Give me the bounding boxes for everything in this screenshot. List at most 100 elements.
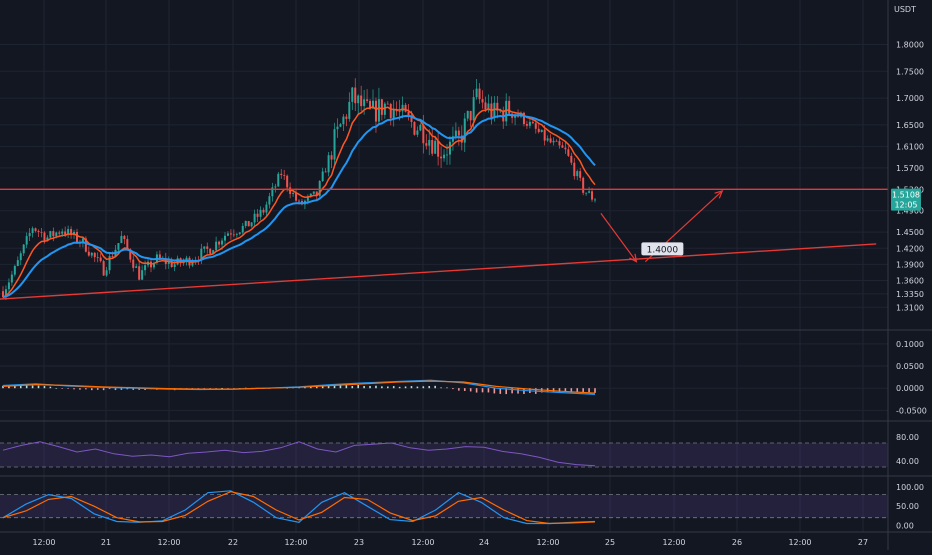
time-tick-label: 12:00 (284, 538, 307, 547)
projection-arrow-head-0 (629, 253, 638, 263)
candle-body-158 (469, 111, 472, 121)
candle-body-114 (339, 124, 342, 127)
candle-177 (525, 120, 528, 129)
macd-hist-bar-140 (416, 386, 419, 389)
candle-167 (496, 96, 499, 119)
macd-hist-bar-112 (333, 384, 336, 389)
candle-body-137 (407, 111, 410, 116)
candle-189 (561, 141, 564, 148)
candle-body-163 (484, 102, 487, 110)
candle-body-184 (546, 138, 549, 141)
candle-8 (25, 232, 28, 249)
macd-hist-bar-186 (552, 388, 555, 393)
candle-195 (579, 168, 582, 182)
candle-95 (283, 169, 286, 180)
candle-123 (366, 89, 369, 104)
candle-78 (232, 229, 235, 238)
macd-hist-bar-156 (463, 388, 466, 391)
candle-171 (508, 96, 511, 116)
macd-hist-bar-152 (452, 388, 454, 390)
candle-body-3 (10, 274, 13, 283)
candle-body-127 (377, 99, 380, 122)
macd-hist-bar-122 (363, 385, 365, 389)
candle-188 (558, 138, 561, 149)
candle-body-19 (58, 232, 61, 234)
ascending-trendline (0, 243, 877, 300)
macd-hist-bar-128 (381, 386, 383, 389)
candle-body-22 (67, 229, 70, 235)
macd-hist-bar-150 (446, 387, 448, 389)
candle-11 (34, 227, 37, 233)
candle-28 (84, 236, 87, 253)
macd-hist-bar-0 (2, 385, 4, 389)
candle-body-35 (105, 270, 108, 276)
candle-body-28 (84, 238, 87, 252)
candle-body-157 (466, 111, 469, 119)
time-tick-label: 21 (101, 538, 111, 547)
candle-body-40 (120, 235, 123, 244)
macd-hist-bar-2 (8, 385, 10, 389)
candle-93 (277, 171, 280, 187)
candle-75 (224, 232, 226, 245)
candle-body-146 (434, 140, 437, 154)
candle-body-13 (40, 231, 43, 233)
candle-body-47 (141, 270, 144, 280)
macd-hist-bar-168 (499, 388, 502, 394)
candle-137 (407, 104, 410, 121)
macd-hist-bar-22 (67, 388, 69, 389)
candle-88 (262, 207, 265, 216)
macd-hist-bar-30 (91, 388, 93, 391)
candle-body-36 (108, 256, 111, 271)
candle-body-132 (392, 109, 395, 118)
time-tick-label: 12:00 (411, 538, 434, 547)
candle-body-191 (567, 149, 570, 156)
candle-148 (440, 146, 443, 168)
macd-hist-bar-148 (440, 387, 442, 389)
candle-body-173 (514, 114, 517, 118)
candle-body-162 (481, 99, 484, 103)
candle-body-148 (440, 156, 443, 159)
candle-body-71 (212, 250, 215, 254)
candle-body-43 (129, 249, 132, 260)
candle-body-9 (28, 233, 31, 237)
candle-73 (218, 240, 221, 249)
candle-body-118 (351, 87, 354, 102)
drawings[interactable]: 1.4000 (0, 188, 888, 300)
candle-118 (351, 86, 354, 111)
candle-body-16 (49, 231, 52, 238)
macd-hist-bar-166 (493, 388, 496, 394)
candle-10 (31, 226, 34, 238)
time-axis[interactable]: 12:00 21 12:00 22 12:00 23 12:00 24 12:00 25 12:00… (32, 538, 868, 547)
candle-body-10 (31, 228, 34, 234)
candle-body-99 (295, 193, 298, 201)
candle-body-141 (419, 124, 422, 131)
macd-tick-label: 0.1000 (896, 340, 924, 349)
candle-178 (528, 117, 531, 129)
macd-hist-bar-142 (422, 386, 425, 389)
candle-89 (265, 201, 268, 217)
macd-hist-bar-14 (43, 386, 46, 389)
candle-body-128 (380, 99, 383, 115)
macd-hist-bar-46 (138, 388, 140, 390)
candle-body-80 (238, 232, 241, 234)
candle-body-18 (55, 232, 58, 237)
candle-41 (123, 234, 126, 245)
candle-86 (256, 209, 259, 222)
macd-hist-bar-120 (357, 385, 359, 389)
candle-136 (404, 102, 407, 113)
candle-body-144 (428, 139, 431, 146)
candle-84 (250, 221, 253, 228)
candle-145 (431, 128, 434, 157)
candle-body-33 (99, 257, 102, 262)
candle-body-46 (138, 266, 141, 280)
stoch-tick-label: 100.00 (896, 483, 924, 492)
candle-151 (448, 135, 451, 165)
price-tick-label: 1.4500 (896, 228, 924, 237)
candle-79 (235, 232, 238, 238)
candle-body-151 (448, 141, 451, 155)
candle-114 (339, 122, 342, 128)
price-tick-label: 1.4200 (896, 244, 924, 253)
candle-body-75 (224, 235, 226, 241)
